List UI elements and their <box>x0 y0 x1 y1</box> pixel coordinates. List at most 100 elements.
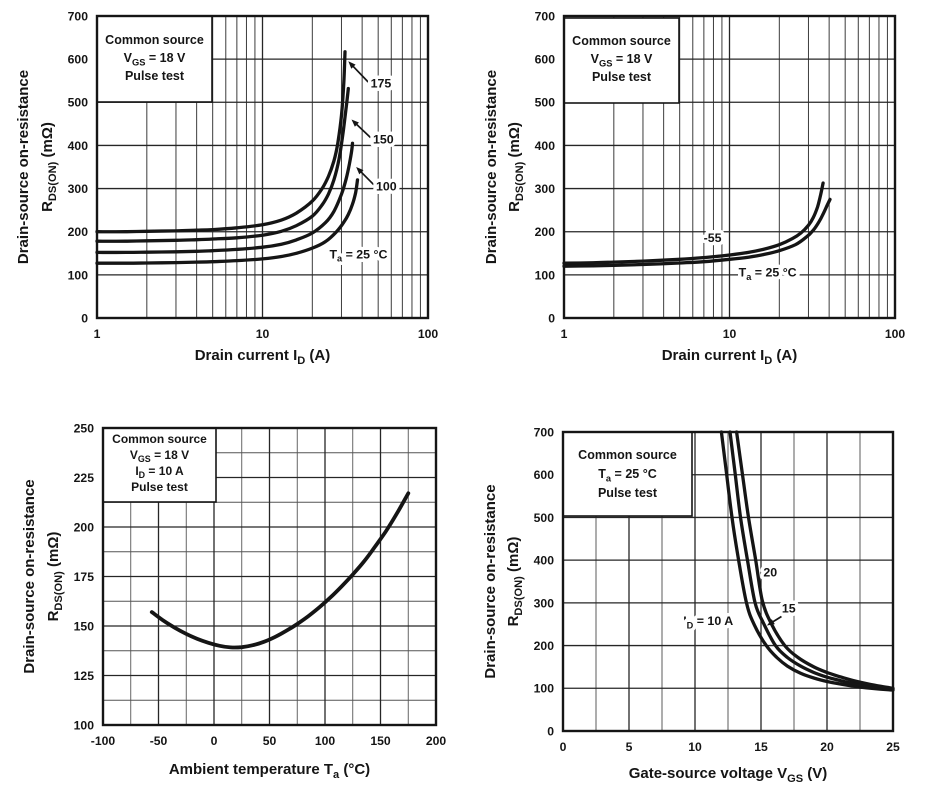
label-segment: -55 <box>704 231 722 245</box>
label-segment: 200 <box>74 520 95 534</box>
label-segment: GS <box>787 773 803 785</box>
label-segment: I <box>683 614 686 628</box>
conditions-text: Common source <box>105 33 204 47</box>
label-segment: 50 <box>263 734 277 748</box>
y-tick-label: 0 <box>547 724 554 738</box>
y-tick-label: 100 <box>68 268 89 282</box>
y-tick-label: 200 <box>535 225 556 239</box>
x-tick-label: 150 <box>370 734 391 748</box>
curve-label: 100 <box>376 180 397 194</box>
label-segment: Pulse test <box>598 486 658 500</box>
conditions-text: Pulse test <box>598 486 658 500</box>
label-segment: 700 <box>68 9 89 23</box>
series-100-curve <box>95 141 355 255</box>
y-axis-title-line1: Drain-source on-resistance <box>21 479 38 673</box>
label-segment: a <box>333 769 340 781</box>
x-tick-label: 5 <box>626 740 633 754</box>
label-segment: (A) <box>305 347 330 364</box>
y-tick-label: 200 <box>68 225 89 239</box>
chart-canvas-low-temp: Common source VGS = 18 V Pulse test -55 Ta =… <box>469 0 938 400</box>
chart-rdson-vs-drain-current-low-temp: Common source VGS = 18 V Pulse test -55 Ta =… <box>469 0 938 400</box>
label-segment: R <box>505 615 522 626</box>
y-tick-label: 0 <box>548 311 555 325</box>
label-segment: Drain current I <box>195 347 298 364</box>
label-segment: = 10 A <box>145 464 184 478</box>
x-tick-label: 100 <box>418 327 439 341</box>
series-20-curve <box>734 430 895 690</box>
curve-label: 15 <box>782 601 796 615</box>
annotation-arrowhead <box>356 167 364 175</box>
label-segment: (mΩ) <box>506 122 523 162</box>
label-segment: = 25 °C <box>611 467 657 481</box>
label-segment: DS(ON) <box>513 576 525 616</box>
label-segment: 0 <box>211 734 218 748</box>
label-segment: 200 <box>68 225 89 239</box>
label-segment: 100 <box>885 327 906 341</box>
x-tick-label: 1 <box>94 327 101 341</box>
chart-background <box>0 400 469 800</box>
label-segment: = 25 °C <box>342 247 387 261</box>
x-tick-label: 10 <box>688 740 702 754</box>
label-segment: 225 <box>74 471 95 485</box>
y-tick-label: 300 <box>535 182 556 196</box>
y-tick-label: 500 <box>535 96 556 110</box>
label-segment: = 10 A <box>693 614 733 628</box>
curve-label: 175 <box>371 77 392 91</box>
chart-canvas-high-temp: Common source VGS = 18 V Pulse test 175 150 1… <box>0 0 469 400</box>
label-segment: 20 <box>820 740 834 754</box>
conditions-text: Common source <box>112 432 207 446</box>
y-tick-label: 400 <box>534 554 555 568</box>
label-segment: -100 <box>91 734 116 748</box>
series-id-10-a-curve <box>719 430 895 692</box>
x-tick-label: 10 <box>256 327 270 341</box>
x-tick-label: 20 <box>820 740 834 754</box>
y-tick-label: 600 <box>535 53 556 67</box>
label-segment: Common source <box>572 34 671 48</box>
y-axis-title-line1: Drain-source on-resistance <box>15 70 32 264</box>
label-segment: 10 <box>256 327 270 341</box>
label-segment: 600 <box>68 53 89 67</box>
label-segment: Common source <box>105 33 204 47</box>
y-tick-label: 100 <box>534 682 555 696</box>
x-tick-label: 200 <box>426 734 447 748</box>
label-segment: 1 <box>561 327 568 341</box>
conditions-text: VGS = 18 V <box>124 51 186 67</box>
label-segment: 100 <box>418 327 439 341</box>
y-tick-label: 400 <box>535 139 556 153</box>
plot-border <box>562 14 897 320</box>
y-axis-title-line1: Drain-source on-resistance <box>482 484 499 678</box>
series-ta-25-c-curve <box>562 197 832 268</box>
label-segment: DS(ON) <box>53 571 65 611</box>
label-segment: 150 <box>370 734 391 748</box>
y-tick-label: 700 <box>68 9 89 23</box>
label-segment: T <box>598 467 606 481</box>
annotation-arrow-line <box>350 63 369 83</box>
x-tick-label: 1 <box>561 327 568 341</box>
annotation-arrowhead <box>351 119 359 127</box>
y-tick-label: 600 <box>68 53 89 67</box>
label-segment: R <box>506 201 523 212</box>
conditions-text: Common source <box>572 34 671 48</box>
label-segment: = 25 °C <box>751 266 796 280</box>
conditions-box <box>96 15 213 103</box>
y-tick-label: 600 <box>534 468 555 482</box>
conditions-box <box>563 17 680 104</box>
x-tick-label: 10 <box>723 327 737 341</box>
label-segment: 0 <box>81 311 88 325</box>
label-segment: DS(ON) <box>47 161 59 201</box>
curve-label: Ta = 25 °C <box>739 266 797 282</box>
label-segment: DS(ON) <box>514 161 526 201</box>
label-segment: -50 <box>150 734 168 748</box>
label-segment: 100 <box>68 268 89 282</box>
conditions-text: VGS = 18 V <box>591 52 653 68</box>
curve-label: 150 <box>373 133 394 147</box>
y-axis-title-line1: Drain-source on-resistance <box>483 70 500 264</box>
label-segment: D <box>297 355 305 367</box>
label-segment: 600 <box>534 468 555 482</box>
label-segment: Drain-source on-resistance <box>482 484 499 678</box>
label-segment: 200 <box>535 225 556 239</box>
label-segment: V <box>591 52 600 66</box>
label-segment: Ambient temperature T <box>169 761 333 778</box>
conditions-text: VGS = 18 V <box>130 448 189 464</box>
label-segment: GS <box>138 454 151 464</box>
